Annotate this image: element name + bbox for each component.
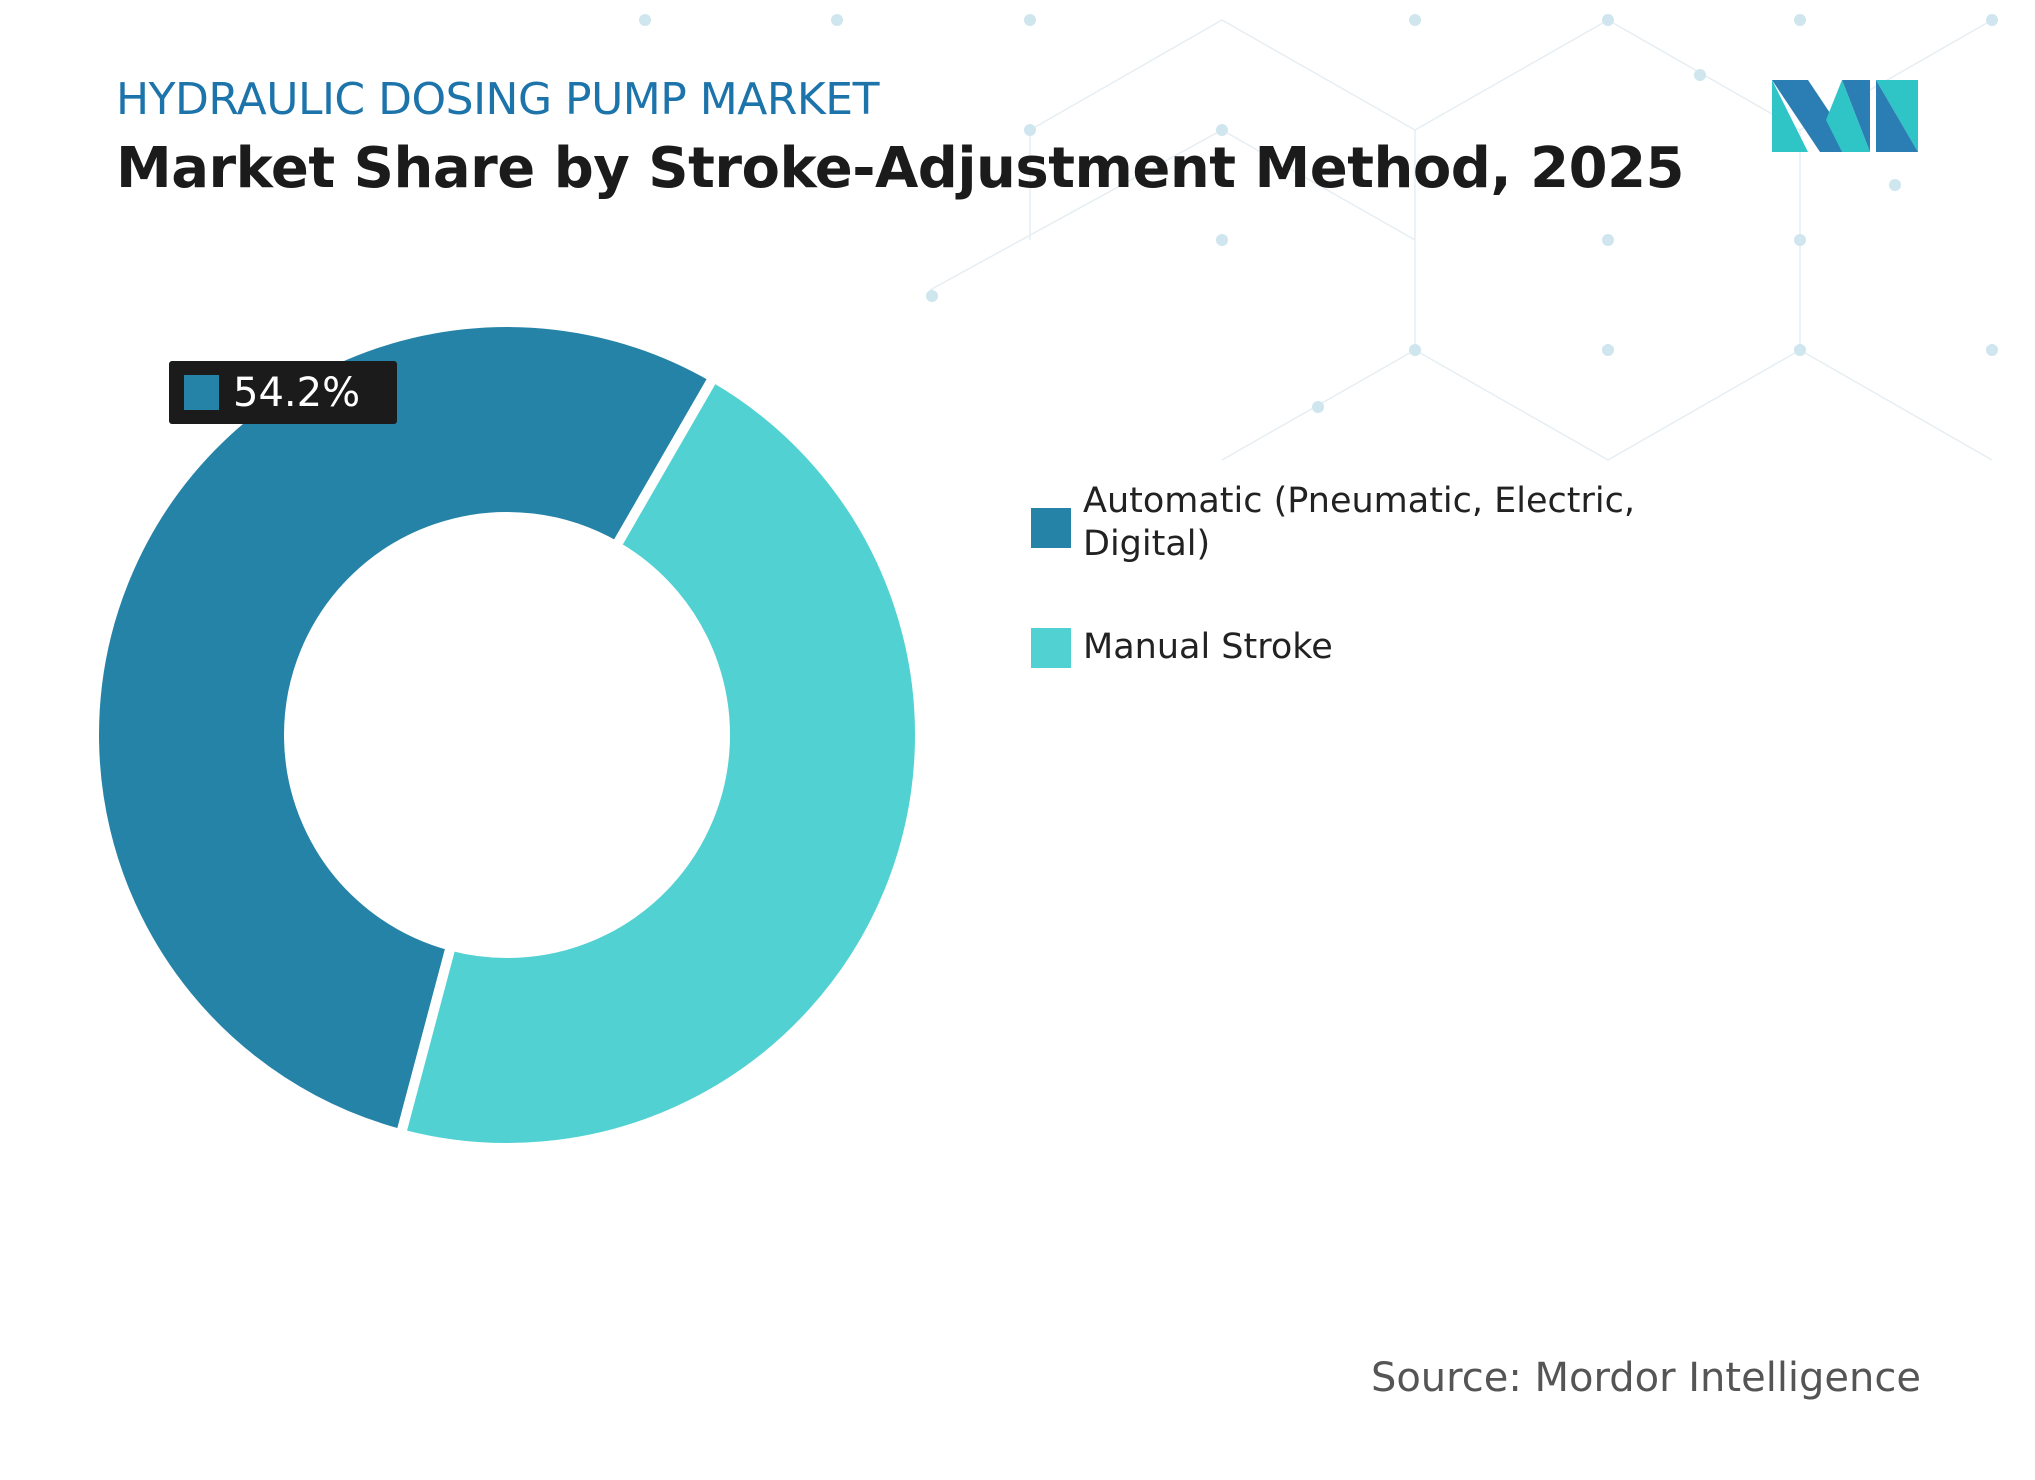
legend-swatch [1031, 508, 1071, 548]
background-dots [639, 14, 1998, 413]
donut [89, 317, 925, 1153]
source: Source: Mordor Intelligence [1370, 1355, 1921, 1401]
legend-label: Manual Stroke [1083, 627, 1333, 667]
legend: Automatic (Pneumatic, Electric, Digital)… [1031, 480, 1681, 729]
donut-slice [394, 370, 925, 1153]
title: Market Share by Stroke-Adjustment Method… [116, 136, 1685, 201]
background-pattern [929, 19, 1993, 461]
legend-item: Manual Stroke [1031, 626, 1681, 669]
value-label-box [169, 361, 397, 424]
subtitle: HYDRAULIC DOSING PUMP MARKET [116, 74, 879, 125]
value-label-swatch [184, 375, 219, 410]
legend-label: Automatic (Pneumatic, Electric, Digital) [1083, 481, 1635, 564]
value-label: 54.2% [233, 370, 360, 416]
legend-swatch [1031, 628, 1071, 668]
legend-item: Automatic (Pneumatic, Electric, Digital) [1031, 480, 1681, 566]
logo [1772, 80, 1918, 152]
value-labels: 54.2% [169, 361, 397, 424]
